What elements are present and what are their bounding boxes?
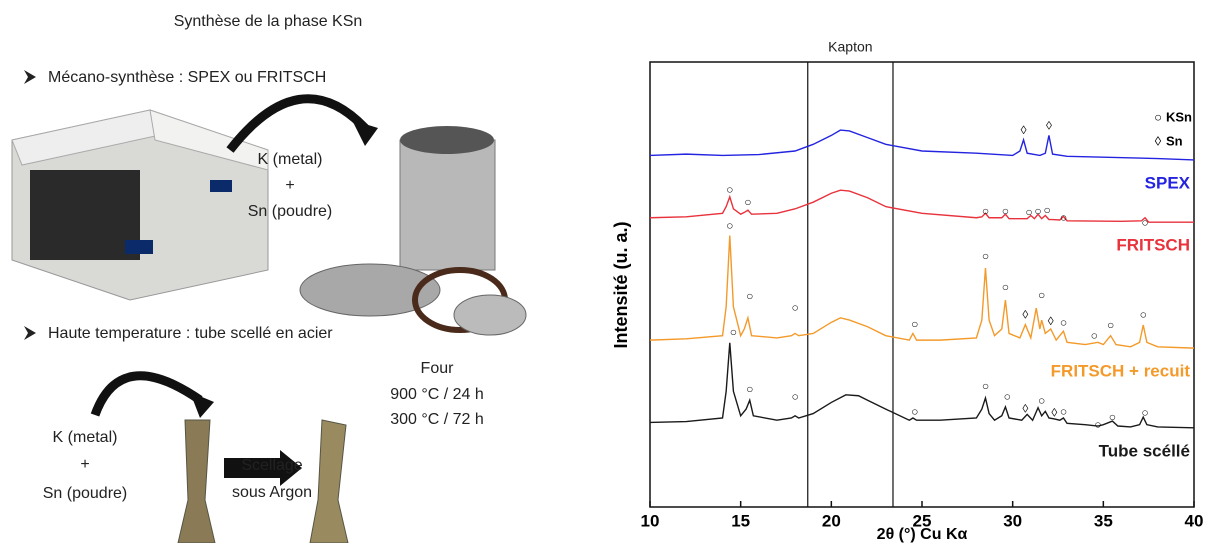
tube-image — [309, 419, 349, 543]
y-axis-label: Intensité (u. a.) — [611, 221, 631, 348]
peak-mark: ○ — [1002, 280, 1009, 294]
legend-symbol: ○ — [1154, 109, 1162, 124]
reagent: + — [285, 177, 294, 194]
peak-mark: ○ — [746, 382, 753, 396]
peak-mark: ◊ — [1048, 314, 1054, 328]
peak-mark: ○ — [911, 404, 918, 418]
peak-mark: ○ — [730, 325, 737, 339]
peak-mark: ○ — [1141, 405, 1148, 419]
peak-mark: ○ — [726, 182, 733, 196]
peak-mark: ○ — [982, 204, 989, 218]
peak-mark: ○ — [982, 249, 989, 263]
peak-mark: ○ — [726, 218, 733, 232]
legend-label: Sn — [1166, 133, 1183, 148]
x-axis-label: 2θ (°) Cu Kα — [877, 526, 968, 543]
jar-image — [299, 126, 527, 336]
peak-mark: ○ — [1025, 205, 1032, 219]
peak-mark: ○ — [1038, 288, 1045, 302]
arrow-head — [352, 120, 378, 146]
section-heading: Haute temperature : tube scellé en acier — [48, 325, 333, 342]
peak-mark: ○ — [911, 317, 918, 331]
peak-mark: ◊ — [1022, 401, 1028, 415]
arrow — [226, 94, 369, 153]
peak-mark: ○ — [1002, 204, 1009, 218]
series-label: FRITSCH — [1116, 236, 1190, 255]
series-label: SPEX — [1145, 173, 1191, 192]
arrow — [90, 371, 203, 417]
peak-mark: ○ — [1141, 215, 1148, 229]
x-tick-label: 25 — [913, 511, 932, 530]
peak-mark: ○ — [1140, 307, 1147, 321]
peak-mark: ○ — [746, 289, 753, 303]
peak-mark: ○ — [1094, 417, 1101, 431]
x-tick-label: 35 — [1094, 511, 1113, 530]
x-tick-label: 40 — [1185, 511, 1204, 530]
peak-mark: ◊ — [1046, 118, 1052, 132]
reagent: K (metal) — [258, 151, 323, 168]
peak-mark: ○ — [1060, 315, 1067, 329]
peak-mark: ○ — [1038, 393, 1045, 407]
tube-image — [177, 419, 216, 543]
peak-mark: ○ — [982, 379, 989, 393]
peak-mark: ◊ — [1021, 123, 1027, 137]
peak-mark: ○ — [1043, 203, 1050, 217]
series-line — [649, 342, 1195, 429]
legend-label: KSn — [1166, 109, 1192, 124]
arrow-head — [190, 392, 214, 418]
series-label: FRITSCH + recuit — [1051, 362, 1191, 381]
x-tick-label: 30 — [1003, 511, 1022, 530]
legend-symbol: ◊ — [1155, 133, 1162, 148]
peak-mark: ○ — [1060, 210, 1067, 224]
bullet — [24, 326, 36, 340]
peak-mark: ○ — [1091, 328, 1098, 342]
slide-title: Synthèse de la phase KSn — [174, 13, 363, 30]
furnace-label: Four — [421, 360, 455, 377]
peak-mark: ○ — [1004, 389, 1011, 403]
x-tick-label: 10 — [641, 511, 660, 530]
series-label: Tube scéllé — [1099, 441, 1190, 460]
x-tick-label: 20 — [822, 511, 841, 530]
series-line — [649, 129, 1195, 161]
section-heading: Mécano-synthèse : SPEX ou FRITSCH — [48, 69, 326, 86]
series-line — [649, 235, 1195, 349]
mill-image — [11, 109, 269, 301]
reagent: Sn (poudre) — [248, 203, 333, 220]
furnace-label: 300 °C / 72 h — [390, 411, 484, 428]
reference-label: Kapton — [828, 39, 872, 55]
process-label: Scellage — [241, 457, 302, 474]
arrow — [224, 450, 302, 486]
peak-mark: ○ — [744, 195, 751, 209]
reagent: + — [80, 456, 89, 473]
peak-mark: ○ — [1107, 318, 1114, 332]
x-tick-label: 15 — [731, 511, 750, 530]
peak-mark: ◊ — [1051, 405, 1057, 419]
peak-mark: ○ — [1060, 404, 1067, 418]
furnace-label: 900 °C / 24 h — [390, 386, 484, 403]
process-label: sous Argon — [232, 484, 312, 501]
bullet — [24, 70, 36, 84]
peak-mark: ○ — [1034, 204, 1041, 218]
peak-mark: ○ — [1109, 410, 1116, 424]
peak-mark: ○ — [791, 389, 798, 403]
peak-mark: ◊ — [1022, 307, 1028, 321]
reagent: Sn (poudre) — [43, 485, 128, 502]
reagent: K (metal) — [53, 429, 118, 446]
series-line — [649, 189, 1194, 223]
peak-mark: ○ — [791, 300, 798, 314]
